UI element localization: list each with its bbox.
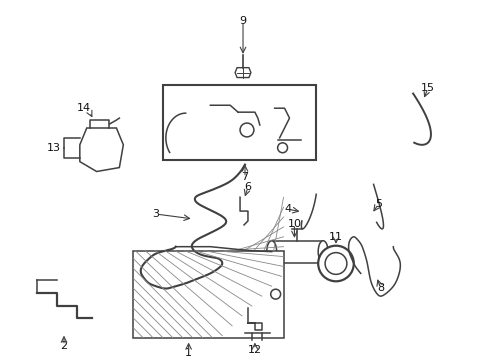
- Bar: [133, 251, 283, 338]
- Text: 4: 4: [284, 204, 290, 214]
- Bar: [271, 241, 323, 262]
- Text: 6: 6: [244, 182, 251, 192]
- Ellipse shape: [318, 241, 327, 262]
- Text: 3: 3: [152, 209, 159, 219]
- Text: 2: 2: [61, 341, 67, 351]
- Text: 9: 9: [239, 16, 246, 26]
- Text: 12: 12: [247, 345, 262, 355]
- Polygon shape: [80, 128, 123, 171]
- Text: 10: 10: [287, 219, 301, 229]
- Polygon shape: [235, 68, 250, 77]
- Text: 14: 14: [77, 103, 91, 113]
- Text: 13: 13: [47, 143, 61, 153]
- Text: 8: 8: [376, 283, 383, 293]
- Circle shape: [325, 253, 346, 274]
- Text: 15: 15: [420, 84, 434, 94]
- Circle shape: [270, 289, 280, 299]
- Text: 5: 5: [374, 199, 381, 209]
- Text: 1: 1: [185, 347, 192, 357]
- Ellipse shape: [266, 241, 276, 262]
- Text: 11: 11: [328, 232, 342, 242]
- Text: 7: 7: [241, 172, 248, 183]
- Circle shape: [318, 246, 353, 281]
- Bar: [163, 85, 316, 159]
- Circle shape: [240, 123, 253, 137]
- Circle shape: [277, 143, 287, 153]
